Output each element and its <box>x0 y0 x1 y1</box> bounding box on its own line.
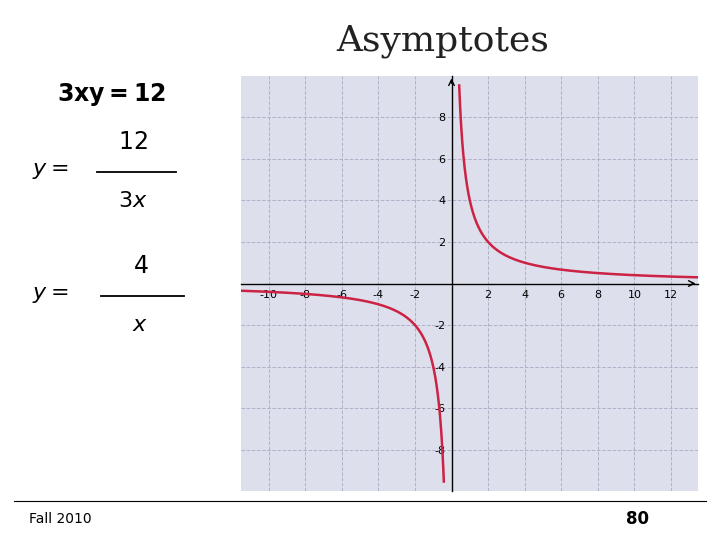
Text: Fall 2010: Fall 2010 <box>29 512 91 526</box>
Text: Asymptotes: Asymptotes <box>336 24 549 58</box>
Text: $3x$: $3x$ <box>119 190 148 212</box>
Text: $y =$: $y =$ <box>32 284 68 305</box>
Text: $x$: $x$ <box>132 314 148 336</box>
Text: $12$: $12$ <box>118 131 148 154</box>
Text: $\bf{3xy = 12}$: $\bf{3xy = 12}$ <box>57 81 166 108</box>
Text: 80: 80 <box>626 510 649 529</box>
Text: $4$: $4$ <box>132 255 148 278</box>
Text: $y =$: $y =$ <box>32 159 68 181</box>
